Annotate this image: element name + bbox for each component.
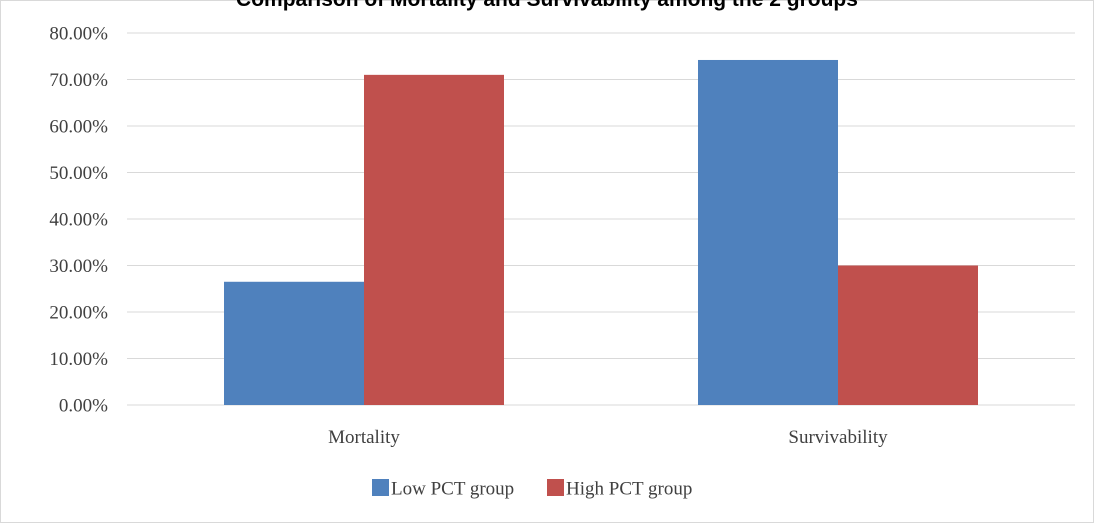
y-tick-label: 40.00% [49,210,108,231]
y-tick-label: 30.00% [49,256,108,277]
legend-label: Low PCT group [391,479,514,500]
y-tick-label: 80.00% [49,24,108,45]
bar-low-pct-mortality [224,281,364,405]
y-tick-label: 70.00% [49,70,108,91]
bar-high-pct-survivability [838,265,978,405]
chart-title: Comparison of Mortality and Survivabilit… [236,0,858,11]
x-category-label: Survivability [788,427,888,448]
legend-label: High PCT group [566,479,692,500]
y-tick-label: 20.00% [49,303,108,324]
x-category-label: Mortality [328,427,400,448]
bar-low-pct-survivability [698,59,838,405]
legend-swatch [547,479,564,496]
y-tick-label: 0.00% [59,396,108,417]
y-tick-label: 50.00% [49,163,108,184]
y-axis-tick-labels: 0.00% 10.00% 20.00% 30.00% 40.00% 50.00% 60.00… [49,24,108,417]
x-axis-category-labels: Mortality Survivability [328,427,888,448]
y-tick-label: 60.00% [49,117,108,138]
y-tick-label: 10.00% [49,349,108,370]
legend: Low PCT group High PCT group [372,479,692,500]
bars [224,59,978,405]
bar-high-pct-mortality [364,74,504,405]
legend-swatch [372,479,389,496]
